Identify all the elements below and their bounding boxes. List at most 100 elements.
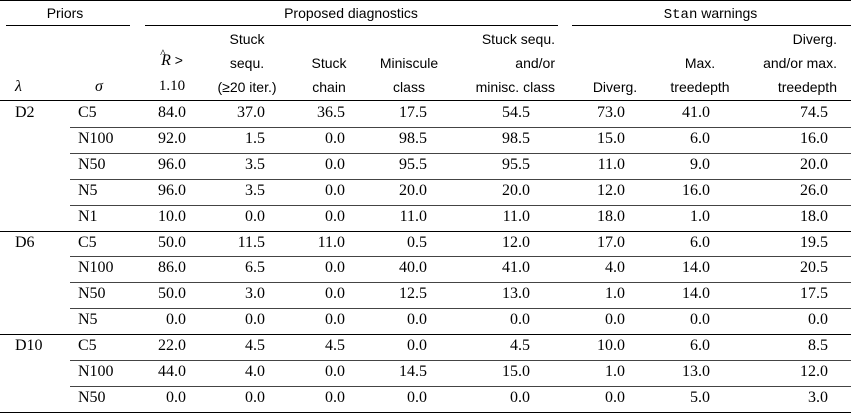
cell-maxtree: 14.0 bbox=[682, 259, 710, 276]
col-diverg-or-max-line3: treedepth bbox=[777, 79, 837, 95]
cell-stuck-chain: 0.0 bbox=[325, 363, 345, 380]
cell-stuck-or-min: 12.0 bbox=[502, 234, 530, 251]
col-lambda: λ bbox=[15, 78, 22, 95]
cell-stuck-chain: 0.0 bbox=[325, 208, 345, 225]
row-separator bbox=[70, 127, 851, 128]
cell-miniscule: 95.5 bbox=[399, 156, 427, 173]
cell-miniscule: 20.0 bbox=[399, 182, 427, 199]
cell-lambda: D10 bbox=[15, 337, 43, 354]
cell-maxtree: 6.0 bbox=[690, 234, 710, 251]
cell-diverg-or-max: 20.5 bbox=[800, 259, 828, 276]
cell-stuck-seq: 3.5 bbox=[245, 156, 265, 173]
cell-miniscule: 12.5 bbox=[399, 285, 427, 302]
cell-diverg-or-max: 0.0 bbox=[808, 311, 828, 328]
cell-rhat: 22.0 bbox=[158, 337, 186, 354]
cell-diverg: 17.0 bbox=[597, 234, 625, 251]
rhat-gt: > bbox=[170, 52, 183, 68]
cell-diverg: 10.0 bbox=[597, 337, 625, 354]
cell-diverg: 0.0 bbox=[605, 389, 625, 406]
group-proposed-diagnostics: Proposed diagnostics bbox=[284, 5, 418, 21]
col-stuck-or-min-line3: minisc. class bbox=[475, 79, 555, 95]
cell-diverg: 1.0 bbox=[605, 285, 625, 302]
cell-stuck-or-min: 11.0 bbox=[502, 208, 530, 225]
warnings-label: warnings bbox=[697, 5, 758, 21]
row-separator bbox=[70, 256, 851, 257]
cell-sigma: N100 bbox=[78, 130, 114, 147]
cell-sigma: C5 bbox=[78, 337, 97, 354]
cell-miniscule: 11.0 bbox=[399, 208, 427, 225]
cell-maxtree: 14.0 bbox=[682, 285, 710, 302]
cell-stuck-chain: 0.0 bbox=[325, 156, 345, 173]
col-miniscule-line2: class bbox=[393, 79, 425, 95]
row-separator bbox=[70, 205, 851, 206]
cell-maxtree: 13.0 bbox=[682, 363, 710, 380]
cell-stuck-seq: 11.5 bbox=[237, 234, 265, 251]
col-maxtree-line2: treedepth bbox=[670, 79, 730, 95]
col-stuck-chain-line1: Stuck bbox=[311, 55, 347, 71]
cell-maxtree: 9.0 bbox=[690, 156, 710, 173]
cell-diverg-or-max: 16.0 bbox=[800, 130, 828, 147]
cell-diverg: 15.0 bbox=[597, 130, 625, 147]
col-stuck-or-min-line1: Stuck sequ. bbox=[481, 31, 555, 47]
cell-sigma: N1 bbox=[78, 208, 98, 225]
cell-rhat: 92.0 bbox=[158, 130, 186, 147]
group-separator bbox=[0, 231, 851, 232]
cell-stuck-chain: 0.0 bbox=[325, 130, 345, 147]
row-separator bbox=[70, 179, 851, 180]
cell-stuck-seq: 37.0 bbox=[237, 104, 265, 121]
col-stuck-seq-line3: (≥20 iter.) bbox=[217, 79, 277, 95]
cell-diverg-or-max: 18.0 bbox=[800, 208, 828, 225]
cell-diverg-or-max: 12.0 bbox=[800, 363, 828, 380]
cell-rhat: 10.0 bbox=[158, 208, 186, 225]
cell-stuck-chain: 0.0 bbox=[325, 259, 345, 276]
cell-stuck-seq: 6.5 bbox=[245, 259, 265, 276]
col-rhat-line3: 1.10 bbox=[158, 78, 186, 94]
cell-rhat: 50.0 bbox=[158, 234, 186, 251]
cell-miniscule: 0.5 bbox=[407, 234, 427, 251]
cell-rhat: 44.0 bbox=[158, 363, 186, 380]
cell-diverg: 18.0 bbox=[597, 208, 625, 225]
cell-stuck-chain: 11.0 bbox=[317, 234, 345, 251]
cell-rhat: 96.0 bbox=[158, 156, 186, 173]
cell-stuck-or-min: 41.0 bbox=[502, 259, 530, 276]
cell-miniscule: 14.5 bbox=[399, 363, 427, 380]
cell-stuck-seq: 3.0 bbox=[245, 285, 265, 302]
cell-sigma: N5 bbox=[78, 182, 98, 199]
cell-diverg: 73.0 bbox=[597, 104, 625, 121]
col-diverg-or-max-line1: Diverg. bbox=[792, 31, 837, 47]
cell-diverg-or-max: 74.5 bbox=[800, 104, 828, 121]
group-priors: Priors bbox=[46, 5, 84, 21]
cell-stuck-or-min: 95.5 bbox=[502, 156, 530, 173]
cell-diverg-or-max: 20.0 bbox=[800, 156, 828, 173]
cell-stuck-or-min: 54.5 bbox=[502, 104, 530, 121]
cell-stuck-seq: 0.0 bbox=[245, 389, 265, 406]
cell-sigma: N50 bbox=[78, 285, 106, 302]
cell-stuck-or-min: 20.0 bbox=[502, 182, 530, 199]
cell-lambda: D6 bbox=[15, 234, 35, 251]
cell-stuck-seq: 3.5 bbox=[245, 182, 265, 199]
cell-rhat: 50.0 bbox=[158, 285, 186, 302]
col-maxtree-line1: Max. bbox=[684, 55, 716, 71]
col-stuck-seq-line1: Stuck bbox=[229, 31, 265, 47]
col-sigma: σ bbox=[95, 78, 103, 95]
cell-sigma: N5 bbox=[78, 311, 98, 328]
cell-stuck-or-min: 98.5 bbox=[502, 130, 530, 147]
cell-maxtree: 5.0 bbox=[690, 389, 710, 406]
cell-stuck-chain: 4.5 bbox=[325, 337, 345, 354]
cell-diverg-or-max: 3.0 bbox=[808, 389, 828, 406]
cell-stuck-seq: 0.0 bbox=[245, 311, 265, 328]
cell-sigma: N50 bbox=[78, 156, 106, 173]
cell-diverg-or-max: 8.5 bbox=[808, 337, 828, 354]
stan-code-label: Stan bbox=[663, 7, 698, 23]
rhat-symbol: ^ R bbox=[160, 46, 171, 69]
cell-maxtree: 1.0 bbox=[690, 208, 710, 225]
cell-rhat: 96.0 bbox=[158, 182, 186, 199]
row-separator bbox=[70, 153, 851, 154]
group-stan-warnings: Stan warnings bbox=[570, 5, 851, 23]
col-diverg: Diverg. bbox=[592, 79, 638, 95]
cell-stuck-chain: 0.0 bbox=[325, 285, 345, 302]
cell-sigma: N50 bbox=[78, 389, 106, 406]
cell-rhat: 86.0 bbox=[158, 259, 186, 276]
cell-miniscule: 0.0 bbox=[407, 389, 427, 406]
